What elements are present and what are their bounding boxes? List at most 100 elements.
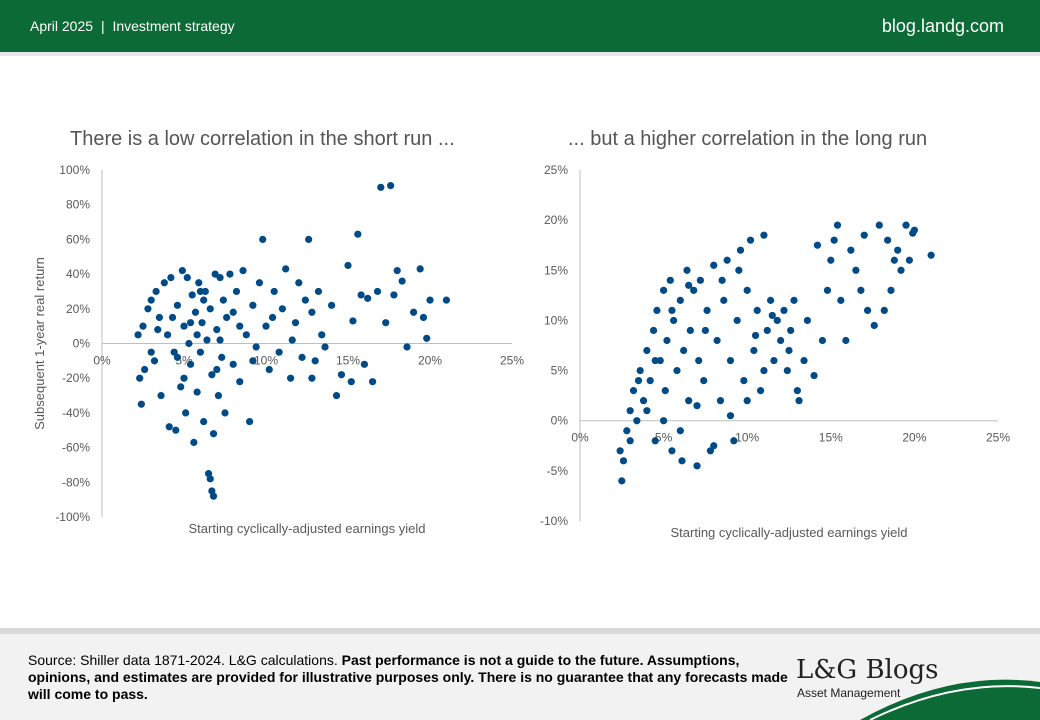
x-tick-label: 25% xyxy=(986,431,1010,445)
data-point xyxy=(800,356,808,365)
data-point xyxy=(626,407,634,415)
data-point xyxy=(349,317,357,325)
data-point xyxy=(902,221,910,229)
data-point xyxy=(780,306,788,314)
data-point xyxy=(710,442,718,450)
data-point xyxy=(823,286,832,294)
data-point xyxy=(863,306,872,314)
data-point xyxy=(180,322,188,330)
x-tick-label: 15% xyxy=(336,354,360,368)
data-point xyxy=(743,397,751,405)
data-point xyxy=(387,182,395,190)
x-axis-title: Starting cyclically-adjusted earnings yi… xyxy=(670,525,907,540)
data-point xyxy=(369,378,377,386)
data-point xyxy=(735,266,743,274)
data-point xyxy=(216,273,224,282)
data-point xyxy=(426,296,434,304)
data-point xyxy=(668,306,676,314)
data-point xyxy=(223,313,231,322)
data-point xyxy=(643,346,651,355)
data-point xyxy=(206,475,214,483)
data-point xyxy=(785,346,793,355)
data-point xyxy=(676,427,684,435)
data-point xyxy=(701,326,710,335)
data-point xyxy=(753,306,761,314)
data-point xyxy=(736,246,745,254)
data-point xyxy=(695,356,703,365)
data-point xyxy=(239,267,247,275)
x-tick-label: 10% xyxy=(254,354,278,368)
x-tick-label: 10% xyxy=(735,431,759,445)
data-point xyxy=(164,331,172,339)
data-point xyxy=(833,221,842,229)
data-point xyxy=(718,276,726,284)
data-point xyxy=(259,235,267,243)
data-point xyxy=(720,296,728,304)
data-point xyxy=(661,387,669,395)
data-point xyxy=(852,266,860,274)
data-point xyxy=(890,256,898,264)
y-tick-label: -10% xyxy=(540,514,568,528)
data-point xyxy=(249,301,257,309)
data-point xyxy=(700,377,708,385)
data-point xyxy=(308,374,316,382)
site-link[interactable]: blog.landg.com xyxy=(881,16,1004,36)
data-point xyxy=(910,226,919,234)
data-point xyxy=(763,326,771,335)
data-point xyxy=(777,336,785,345)
y-tick-label: -40% xyxy=(62,406,90,420)
data-point xyxy=(410,308,418,316)
data-point xyxy=(673,366,681,375)
data-point xyxy=(787,326,795,335)
data-point xyxy=(793,387,801,395)
data-point xyxy=(200,417,208,426)
data-point xyxy=(218,353,226,361)
data-point xyxy=(770,356,778,365)
data-point xyxy=(180,374,188,382)
data-point xyxy=(236,322,244,330)
data-point xyxy=(282,265,290,273)
data-point xyxy=(229,360,237,368)
data-point xyxy=(668,447,676,455)
y-tick-label: -5% xyxy=(547,464,569,478)
data-point xyxy=(905,256,913,264)
data-point xyxy=(298,353,306,361)
data-point xyxy=(208,371,216,379)
data-point xyxy=(190,438,198,446)
data-point xyxy=(726,356,735,365)
y-axis-title: Subsequent 1-year real return xyxy=(32,257,47,430)
data-point xyxy=(195,279,203,287)
y-tick-label: -20% xyxy=(62,371,90,385)
data-point xyxy=(442,296,450,304)
data-point xyxy=(275,348,283,356)
data-point xyxy=(242,331,250,339)
data-point xyxy=(710,261,718,269)
data-point xyxy=(870,321,878,330)
data-point xyxy=(634,377,643,385)
data-point xyxy=(827,256,835,264)
data-point xyxy=(141,365,149,374)
data-point xyxy=(154,326,162,334)
data-point xyxy=(760,231,768,239)
data-point xyxy=(255,279,264,287)
data-point xyxy=(229,308,237,316)
data-point xyxy=(216,336,224,344)
data-point xyxy=(213,365,221,374)
data-point xyxy=(398,277,406,285)
data-point xyxy=(332,391,341,400)
data-point xyxy=(209,492,218,500)
y-tick-label: 100% xyxy=(59,163,90,177)
data-point xyxy=(287,374,295,382)
data-point xyxy=(875,221,883,229)
y-tick-label: 25% xyxy=(544,163,568,177)
data-point xyxy=(795,397,803,405)
header-separator: | xyxy=(100,18,105,34)
brand-swoosh xyxy=(860,679,1040,720)
data-point xyxy=(884,236,892,244)
data-point xyxy=(880,306,888,314)
y-tick-label: 80% xyxy=(66,198,90,212)
data-point xyxy=(373,287,382,296)
data-point xyxy=(178,267,186,275)
data-point xyxy=(633,417,641,425)
data-point xyxy=(183,273,191,282)
